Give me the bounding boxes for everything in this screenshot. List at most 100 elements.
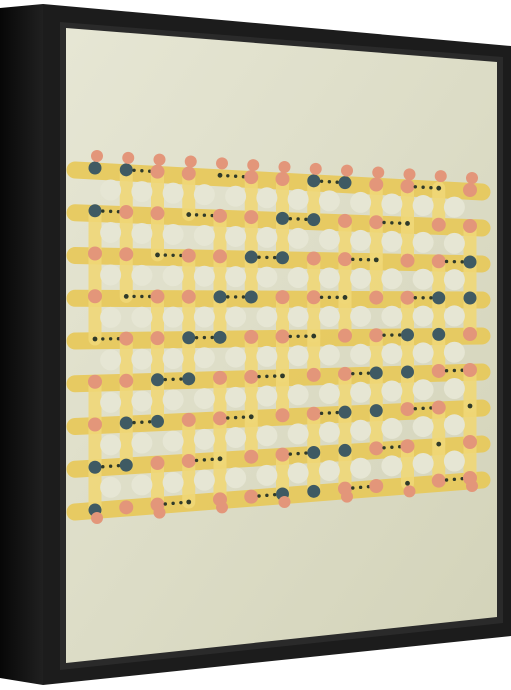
- tiny-dot: [194, 335, 199, 340]
- tiny-dot: [132, 420, 136, 425]
- salmon-circle: [153, 506, 166, 519]
- canvas-gap: [256, 226, 278, 248]
- tiny-dot: [241, 295, 246, 299]
- canvas-gap: [256, 266, 278, 288]
- salmon-circle: [431, 400, 446, 415]
- dot-pattern: [66, 150, 491, 524]
- tiny-dot: [147, 294, 152, 299]
- canvas-gap: [443, 450, 465, 472]
- tiny-dot: [140, 294, 144, 299]
- salmon-circle: [244, 449, 259, 464]
- slate-circle: [338, 443, 352, 457]
- salmon-circle: [463, 327, 477, 341]
- tiny-dot: [288, 452, 293, 456]
- salmon-circle: [181, 453, 196, 468]
- slate-circle: [338, 176, 352, 190]
- tiny-dot: [452, 477, 457, 482]
- salmon-circle: [338, 328, 352, 343]
- canvas-gap: [100, 264, 122, 286]
- canvas-gap: [225, 346, 247, 368]
- salmon-circle: [466, 480, 478, 492]
- tiny-dot: [233, 174, 238, 178]
- slate-circle: [307, 446, 321, 460]
- tiny-dot: [296, 334, 300, 338]
- canvas-gap: [193, 265, 215, 287]
- tiny-dot: [140, 169, 144, 173]
- salmon-circle: [372, 166, 385, 179]
- salmon-circle: [341, 490, 353, 503]
- canvas-gap: [225, 266, 247, 288]
- canvas-gap: [318, 305, 340, 327]
- salmon-circle: [119, 500, 134, 515]
- salmon-circle: [275, 447, 290, 462]
- slate-circle: [401, 365, 414, 379]
- canvas-gap: [162, 182, 184, 204]
- canvas-gap: [193, 388, 215, 410]
- canvas-gap: [318, 190, 340, 212]
- tiny-dot: [460, 260, 464, 264]
- slate-circle: [244, 290, 258, 304]
- salmon-circle: [403, 485, 416, 498]
- canvas-gap: [287, 345, 309, 367]
- tiny-dot: [444, 369, 449, 373]
- canvas-gap: [412, 379, 434, 401]
- small-dot: [373, 257, 379, 263]
- salmon-circle: [119, 331, 134, 346]
- tiny-dot: [304, 451, 308, 455]
- slate-circle: [307, 174, 321, 188]
- tiny-dot: [202, 213, 207, 217]
- salmon-circle: [181, 412, 196, 427]
- canvas-gap: [131, 474, 153, 496]
- tiny-dot: [147, 420, 152, 424]
- tiny-dot: [226, 416, 230, 420]
- tiny-dot: [390, 333, 394, 337]
- small-dot: [436, 185, 442, 191]
- slate-circle: [463, 291, 477, 305]
- tiny-dot: [452, 368, 457, 373]
- slate-circle: [182, 331, 196, 345]
- slate-circle: [213, 290, 227, 304]
- salmon-circle: [150, 456, 165, 471]
- salmon-circle: [431, 473, 446, 488]
- tiny-dot: [265, 493, 269, 498]
- canvas-gap: [256, 345, 278, 367]
- tiny-dot: [319, 295, 324, 300]
- small-dot: [280, 373, 285, 379]
- tiny-dot: [116, 336, 121, 341]
- salmon-circle: [150, 331, 165, 346]
- canvas-gap: [162, 223, 184, 245]
- canvas-gap: [412, 416, 434, 438]
- salmon-circle: [88, 374, 102, 389]
- slate-circle: [119, 416, 133, 430]
- canvas-gap: [412, 268, 434, 290]
- canvas-gap: [381, 305, 403, 327]
- salmon-circle: [275, 329, 290, 344]
- canvas-gap: [100, 179, 122, 201]
- salmon-circle: [306, 251, 321, 266]
- canvas-gap: [131, 348, 153, 370]
- canvas-gap: [287, 423, 309, 445]
- tiny-dot: [335, 295, 339, 300]
- canvas-gap: [318, 383, 340, 405]
- salmon-circle: [338, 252, 352, 267]
- tiny-dot: [390, 221, 394, 225]
- salmon-circle: [400, 290, 415, 305]
- salmon-circle: [306, 290, 321, 305]
- tiny-dot: [319, 179, 324, 183]
- canvas-gap: [287, 267, 309, 289]
- salmon-circle: [244, 329, 259, 344]
- salmon-circle: [150, 164, 165, 179]
- canvas-gap: [443, 414, 465, 436]
- canvas-gap: [225, 225, 247, 247]
- salmon-circle: [400, 253, 415, 268]
- small-dot: [155, 252, 160, 258]
- salmon-circle: [400, 439, 415, 454]
- slate-circle: [151, 373, 164, 387]
- canvas-gap: [162, 306, 184, 328]
- slate-circle: [432, 291, 446, 305]
- canvas-gap: [350, 229, 372, 251]
- tiny-dot: [413, 185, 418, 189]
- tiny-dot: [233, 415, 238, 420]
- canvas-gap: [350, 305, 372, 327]
- tiny-dot: [233, 295, 238, 299]
